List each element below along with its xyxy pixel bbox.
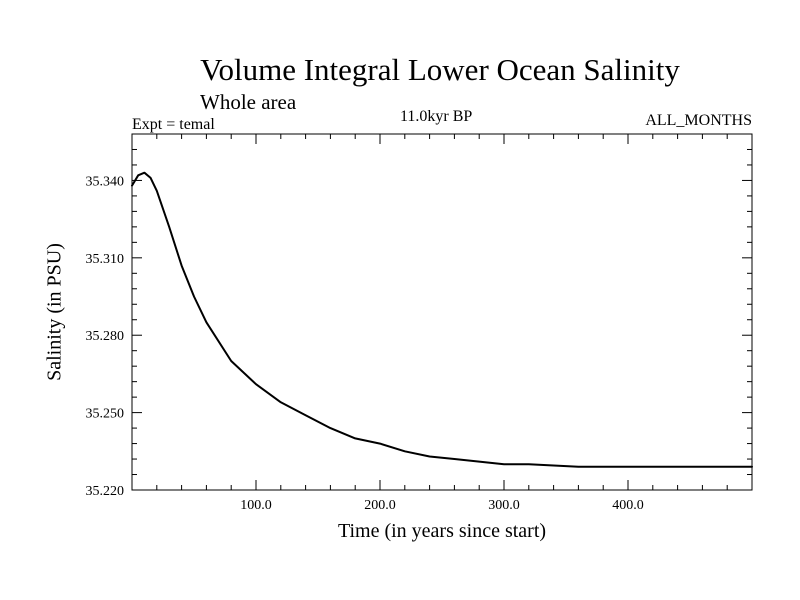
y-tick-label: 35.280 [86,329,125,344]
chart-title: Volume Integral Lower Ocean Salinity [200,52,680,87]
series-line-salinity [131,171,753,468]
x-tick-label: 200.0 [364,498,396,513]
y-tick-label: 35.220 [86,484,125,499]
months-label: ALL_MONTHS [645,112,752,129]
axis-ticks: 100.0 200.0 300.0 400.0 35.220 35.250 35.280 35… [86,133,752,513]
period-label: 11.0kyr BP [400,108,473,125]
x-tick-label: 100.0 [240,498,272,513]
y-tick-label: 35.340 [86,174,125,189]
x-tick-label: 300.0 [488,498,520,513]
chart-subtitle: Whole area [200,90,297,114]
y-tick-label: 35.310 [86,252,125,267]
y-tick-label: 35.250 [86,407,125,422]
experiment-label: Expt = temal [132,116,215,133]
series-layer [131,171,753,468]
x-tick-label: 400.0 [612,498,644,513]
x-axis-label: Time (in years since start) [337,520,547,542]
plot-frame [131,133,753,491]
